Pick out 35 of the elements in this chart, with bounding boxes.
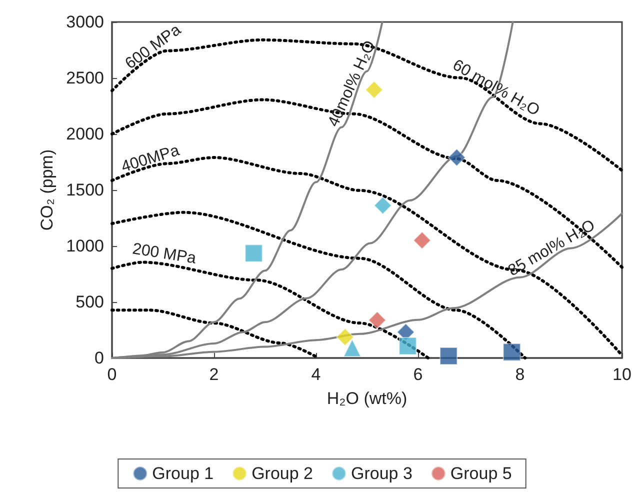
point	[343, 339, 362, 358]
point	[336, 328, 354, 346]
annotation: 400MPa	[119, 142, 182, 176]
point	[398, 337, 417, 356]
point	[502, 343, 521, 362]
x-tick-label: 8	[515, 365, 525, 384]
x-tick-label: 4	[311, 365, 321, 384]
line-series	[110, 210, 527, 360]
point	[448, 148, 466, 167]
y-tick-label: 3000	[66, 12, 104, 32]
point	[374, 196, 392, 214]
legend-label: Group 1	[152, 464, 214, 483]
y-tick-label: 500	[76, 292, 104, 312]
y-tick-label: 2000	[66, 124, 104, 144]
point	[365, 80, 384, 99]
point	[368, 311, 386, 330]
y-axis-title: CO₂ (ppm)	[37, 149, 56, 231]
annotation: 60 mol% H₂O	[450, 56, 542, 120]
y-tick-label: 1500	[66, 180, 104, 200]
legend-label: Group 2	[252, 464, 314, 483]
y-tick-label: 0	[94, 348, 104, 368]
point	[413, 231, 432, 250]
x-tick-label: 2	[209, 365, 219, 384]
annotation: 600 MPa	[122, 21, 184, 73]
x-tick-label: 10	[612, 365, 632, 384]
y-tick-label: 1000	[66, 236, 104, 256]
x-tick-label: 6	[413, 365, 423, 384]
x-axis-title: H₂O (wt%)	[326, 389, 408, 408]
legend-label: Group 3	[351, 464, 412, 483]
legend-label: Group 5	[450, 464, 512, 483]
x-tick-label: 0	[107, 365, 117, 384]
point	[440, 346, 458, 365]
y-tick-label: 2500	[66, 68, 104, 88]
annotation: 200 MPa	[131, 240, 198, 268]
point	[244, 244, 263, 262]
